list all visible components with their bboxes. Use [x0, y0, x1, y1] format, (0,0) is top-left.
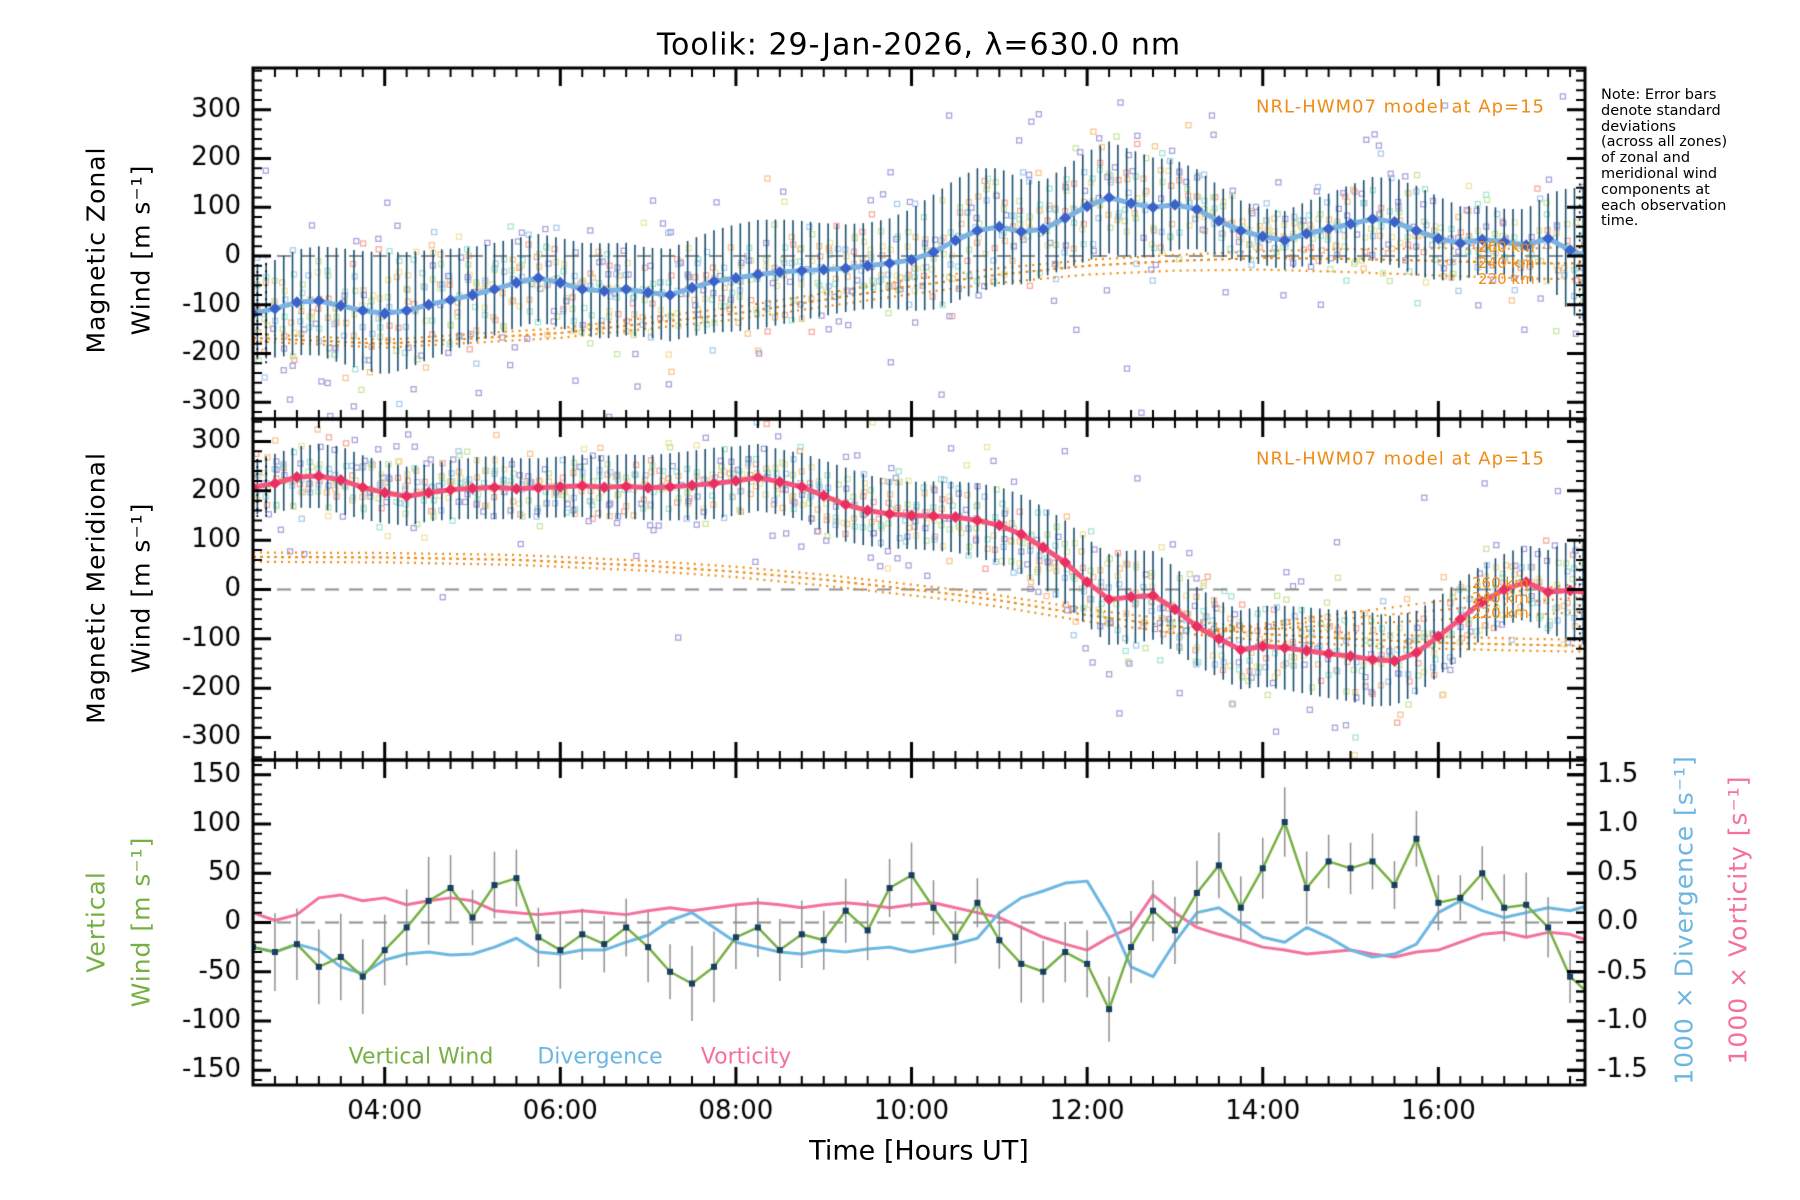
meridional-y-axis-label-1: Magnetic Meridional — [81, 452, 111, 724]
zonal-y-axis-label-2: Wind [m s⁻¹] — [126, 164, 156, 336]
note-text: Note: Error bars denote standard deviati… — [1601, 87, 1791, 230]
note-line: each observation — [1601, 197, 1727, 214]
legend-vorticity: Vorticity — [700, 1044, 792, 1070]
legend-divergence: Divergence — [537, 1044, 663, 1070]
note-line: Note: Error bars — [1601, 87, 1717, 103]
meridional-model-260km-label: 260 km — [1472, 574, 1529, 592]
vertical-y-axis-label-2: Wind [m s⁻¹] — [126, 836, 156, 1008]
zonal-model-220km-label: 220 km — [1478, 270, 1535, 288]
note-line: deviations — [1601, 118, 1676, 135]
meridional-model-220km-label: 220 km — [1472, 604, 1529, 622]
vorticity-right-axis-label: 1000 × Vorticity [s⁻¹] — [1723, 775, 1753, 1065]
meridional-model-annotation: NRL-HWM07 model at Ap=15 — [1256, 448, 1545, 470]
note-line: denote standard — [1601, 102, 1721, 119]
zonal-y-axis-label-1: Magnetic Zonal — [81, 146, 111, 354]
note-line: of zonal and — [1601, 150, 1691, 167]
note-line: (across all zones) — [1601, 134, 1728, 151]
divergence-right-axis-label: 1000 × Divergence [s⁻¹] — [1669, 755, 1699, 1085]
vertical-y-axis-label-1: Vertical — [81, 871, 111, 973]
zonal-model-260km-label: 260 km — [1478, 238, 1535, 256]
zonal-model-240km-label: 240 km — [1478, 254, 1535, 272]
note-line: components at — [1601, 181, 1710, 198]
page-title: Toolik: 29-Jan-2026, λ=630.0 nm — [656, 27, 1182, 63]
note-line: time. — [1601, 213, 1639, 230]
x-axis-title: Time [Hours UT] — [809, 1135, 1029, 1167]
meridional-y-axis-label-2: Wind [m s⁻¹] — [126, 502, 156, 674]
note-line: meridional wind — [1601, 165, 1718, 182]
legend-vertical-wind: Vertical Wind — [348, 1044, 494, 1070]
meridional-model-240km-label: 240 km — [1472, 589, 1529, 607]
zonal-model-annotation: NRL-HWM07 model at Ap=15 — [1256, 96, 1545, 118]
